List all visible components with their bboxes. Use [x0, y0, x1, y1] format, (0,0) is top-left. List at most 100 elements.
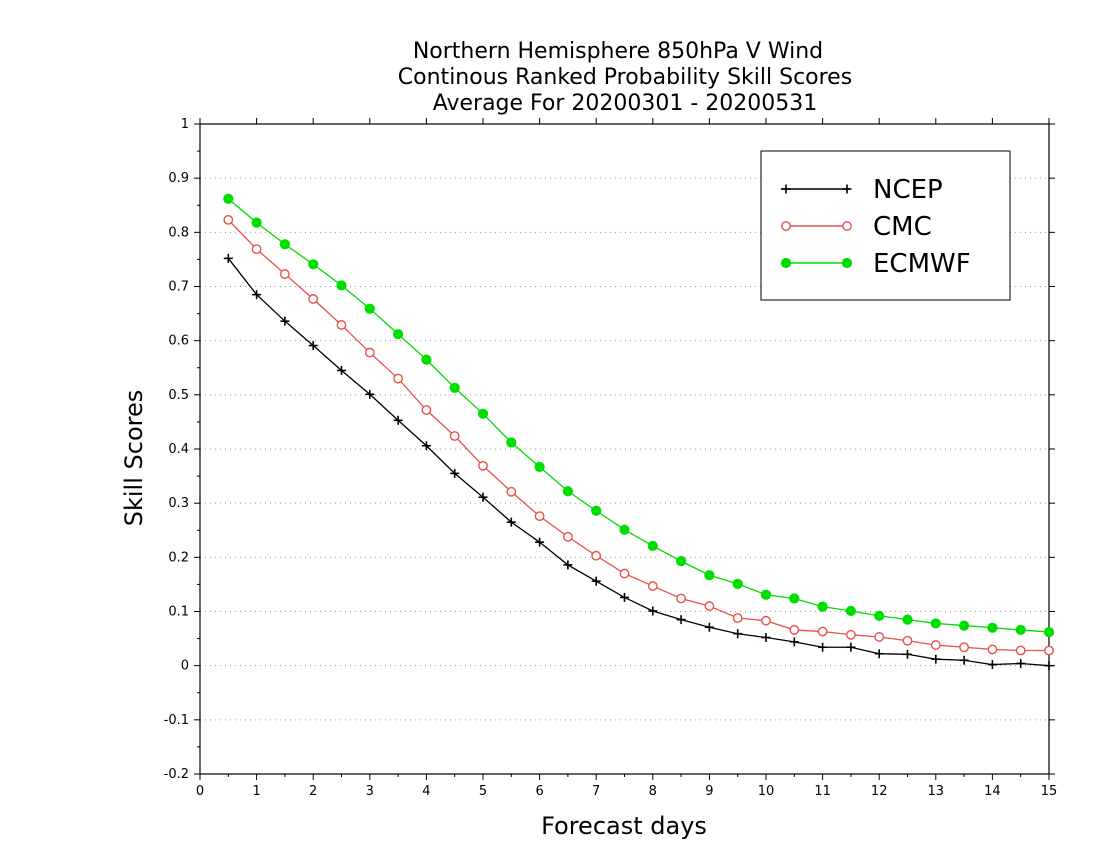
y-tick-label: 0.9 — [168, 171, 189, 186]
ecmwf-point — [789, 593, 800, 604]
cmc-point — [1015, 645, 1026, 656]
ecmwf-point — [308, 259, 319, 270]
ecmwf-point — [874, 610, 885, 621]
series-ncep — [223, 253, 1054, 671]
cmc-point — [393, 373, 403, 384]
cmc-point — [449, 431, 460, 441]
ncep-point — [818, 642, 828, 652]
ncep-point — [365, 389, 375, 399]
ncep-point — [1044, 661, 1054, 671]
cmc-point — [902, 635, 913, 646]
ecmwf-point — [704, 570, 715, 581]
ecmwf-point — [449, 382, 460, 393]
x-tick-label: 0 — [196, 784, 204, 799]
ncep-point — [478, 492, 488, 502]
ecmwf-point — [251, 217, 262, 228]
cmc-point — [534, 511, 545, 522]
ecmwf-point — [591, 505, 602, 516]
x-tick-label: 5 — [479, 784, 487, 799]
ecmwf-point — [393, 329, 404, 340]
ecmwf-point — [562, 486, 574, 497]
series-cmc — [223, 214, 1054, 656]
x-tick-label: 6 — [535, 784, 543, 799]
x-tick-label: 2 — [309, 784, 317, 799]
ecmwf-point — [336, 280, 347, 291]
legend-item-ecmwf: ECMWF — [780, 249, 971, 279]
ecmwf-point — [845, 605, 857, 617]
ncep-point — [987, 660, 997, 670]
cmc-point — [676, 593, 686, 604]
x-tick-label: 8 — [649, 784, 657, 799]
y-tick-label: 0.3 — [168, 496, 189, 511]
ncep-point — [874, 649, 884, 659]
cmc-point — [732, 613, 743, 623]
y-tick-label: -0.2 — [164, 767, 189, 782]
ecmwf-point — [279, 239, 290, 250]
x-tick-label: 14 — [984, 784, 1001, 799]
cmc-point — [364, 347, 375, 358]
ncep-point — [733, 629, 743, 639]
x-tick-label: 3 — [366, 784, 374, 799]
ncep-point — [1016, 659, 1026, 668]
legend-marker-cmc — [781, 221, 791, 231]
ncep-point — [704, 622, 714, 632]
y-tick-label: -0.1 — [164, 713, 189, 728]
x-tick-label: 15 — [1041, 784, 1058, 799]
ecmwf-point — [987, 622, 998, 633]
x-tick-label: 4 — [422, 784, 430, 799]
ecmwf-point — [817, 601, 828, 612]
cmc-point — [506, 486, 517, 497]
cmc-point — [279, 269, 290, 279]
cmc-point — [251, 244, 262, 255]
series-layer — [223, 193, 1055, 671]
legend-label-cmc: CMC — [873, 212, 932, 242]
ecmwf-point — [760, 589, 772, 600]
ncep-point — [620, 592, 629, 602]
x-tick-label: 12 — [871, 784, 888, 799]
legend-marker-cmc — [842, 221, 852, 231]
cmc-point — [846, 629, 856, 640]
y-tick-label: 0.2 — [168, 550, 189, 565]
axes: -0.2-0.100.10.20.30.40.50.60.70.80.910 1 2… — [164, 117, 1058, 799]
ncep-point — [421, 441, 431, 451]
ncep-line — [227, 257, 1050, 667]
legend-item-ncep: NCEP — [781, 175, 943, 205]
y-tick-label: 0.6 — [168, 334, 189, 349]
ncep-point — [959, 655, 969, 665]
legend-marker-ncep — [842, 184, 852, 194]
ncep-point — [337, 365, 346, 375]
ecmwf-point — [930, 618, 941, 629]
ecmwf-point — [364, 303, 375, 314]
y-tick-label: 0.4 — [168, 442, 189, 457]
ecmwf-point — [902, 614, 913, 625]
cmc-point — [874, 632, 885, 642]
ecmwf-point — [477, 408, 489, 419]
y-axis-label: Skill Scores — [120, 390, 148, 527]
x-tick-label: 9 — [705, 784, 713, 799]
ncep-point — [591, 576, 601, 586]
ncep-point — [676, 615, 686, 625]
ecmwf-point — [506, 437, 517, 448]
y-tick-label: 0.1 — [168, 605, 189, 620]
y-tick-label: 0.5 — [168, 388, 189, 403]
ecmwf-point — [647, 540, 658, 552]
ncep-point — [903, 649, 912, 659]
ecmwf-point — [421, 354, 432, 365]
ecmwf-point — [619, 524, 630, 535]
y-tick-label: 0.7 — [168, 280, 189, 295]
ncep-point — [931, 654, 941, 664]
ncep-point — [450, 468, 460, 478]
x-axis-label: Forecast days — [541, 812, 707, 840]
cmc-point — [619, 568, 630, 579]
y-tick-label: 0.8 — [168, 225, 189, 240]
cmc-point — [308, 294, 319, 304]
legend-label-ecmwf: ECMWF — [873, 249, 971, 279]
ncep-point — [506, 517, 516, 527]
title-line-3: Average For 20200301 - 20200531 — [433, 91, 818, 116]
legend-marker-ecmwf — [841, 257, 853, 269]
ncep-point — [280, 316, 290, 326]
legend-box — [760, 150, 1011, 301]
ecmwf-point — [223, 193, 234, 204]
legend-marker-ncep — [781, 184, 791, 194]
ecmwf-point — [959, 620, 970, 631]
